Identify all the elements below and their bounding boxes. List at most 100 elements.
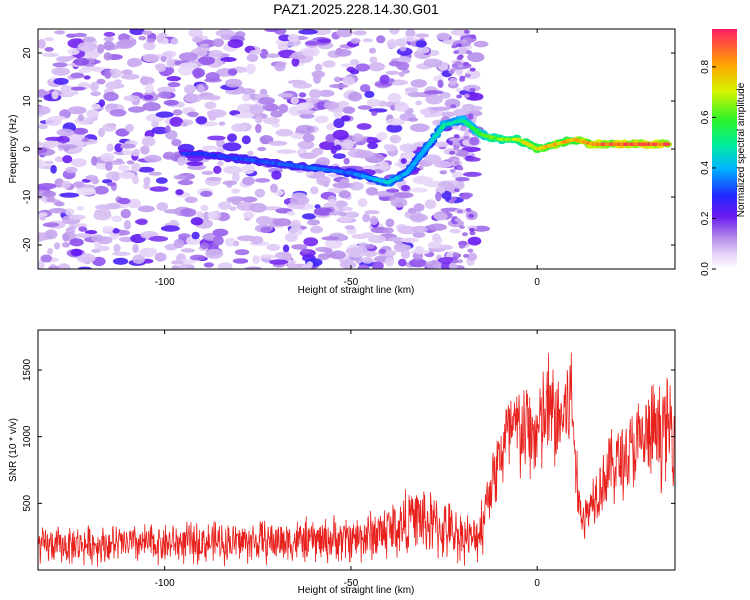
spectrogram-noise-blob — [278, 103, 289, 114]
spectrogram-x-tick-label: -50 — [344, 277, 359, 288]
spectrogram-noise-blob — [246, 53, 259, 62]
spectrogram-noise-blob — [428, 49, 440, 57]
spectrogram-noise-blob — [84, 230, 98, 235]
colorbar-tick-label: 0.4 — [700, 161, 711, 175]
spectrogram-noise-blob — [157, 91, 172, 99]
spectrogram-noise-blob — [357, 105, 373, 110]
spectrogram-noise-blob — [125, 124, 134, 132]
spectrogram-noise-blob — [328, 199, 337, 206]
spectrogram-noise-blob — [180, 121, 189, 127]
spectrogram-y-tick-label: 10 — [22, 95, 33, 107]
spectrogram-noise-blob — [439, 170, 448, 175]
spectrogram-noise-blob — [410, 123, 430, 132]
spectrogram-noise-blob — [102, 225, 114, 232]
spectrogram-noise-blob — [277, 43, 289, 51]
spectrogram-noise-blob — [415, 100, 423, 106]
spectrogram-noise-blob — [38, 39, 46, 49]
spectrogram-noise-blob — [76, 253, 96, 264]
spectrogram-noise-blob — [336, 29, 353, 38]
spectrogram-noise-blob — [44, 47, 54, 52]
spectrogram-noise-blob — [415, 33, 430, 38]
spectrogram-noise-blob — [167, 82, 181, 88]
spectrogram-noise-blob — [148, 235, 169, 242]
spectrogram-noise-blob — [41, 52, 59, 57]
spectrogram-noise-blob — [252, 255, 260, 264]
spectrogram-noise-blob — [65, 166, 78, 174]
spectrogram-noise-blob — [386, 123, 403, 133]
spectrogram-noise-blob — [365, 187, 378, 196]
spectrogram-noise-blob — [52, 62, 68, 68]
spectrogram-noise-blob — [38, 212, 48, 218]
spectrogram-noise-blob — [195, 116, 208, 125]
spectrogram-noise-blob — [144, 83, 154, 94]
figure-title: PAZ1.2025.228.14.30.G01 — [273, 1, 439, 17]
spectrogram-noise-blob — [275, 128, 294, 137]
spectrogram-noise-blob — [143, 41, 156, 51]
spectrogram-noise-blob — [456, 47, 469, 55]
spectrogram-noise-blob — [384, 144, 398, 152]
spectrogram-noise-blob — [163, 99, 179, 106]
spectrogram-noise-blob — [286, 211, 296, 216]
spectrogram-noise-blob — [463, 253, 470, 258]
spectrogram-noise-blob — [51, 115, 67, 121]
spectrogram-noise-blob — [333, 153, 346, 160]
spectrogram-noise-blob — [413, 203, 425, 212]
spectrogram-noise-blob — [367, 142, 378, 150]
spectrogram-noise-blob — [352, 133, 364, 143]
spectrogram-noise-blob — [178, 62, 199, 69]
snr-y-tick-label: 1000 — [22, 425, 33, 448]
spectrogram-noise-blob — [64, 208, 75, 216]
spectrogram-noise-blob — [458, 244, 465, 249]
spectrogram-noise-blob — [288, 227, 303, 236]
spectrogram-noise-blob — [277, 93, 294, 98]
spectrogram-noise-blob — [255, 215, 271, 226]
spectrogram-noise-blob — [143, 176, 151, 186]
spectrogram-noise-blob — [128, 106, 146, 113]
spectrogram-noise-blob — [54, 242, 61, 250]
spectrogram-noise-blob — [362, 38, 374, 43]
spectrogram-noise-blob — [75, 233, 92, 239]
colorbar-tick-label: 0.6 — [700, 110, 711, 124]
spectrogram-noise-blob — [68, 90, 79, 96]
colorbar-gradient — [712, 29, 737, 269]
spectrogram-noise-blob — [220, 34, 231, 40]
colorbar-tick-label: 0.0 — [700, 262, 711, 276]
spectrogram-noise-blob — [319, 141, 337, 151]
spectrogram-noise-blob — [453, 134, 460, 139]
snr-x-tick-label: 0 — [534, 578, 540, 589]
spectrogram-noise-blob — [127, 198, 142, 209]
spectrogram-noise-blob — [62, 155, 73, 164]
spectrogram-noise-blob — [178, 263, 195, 269]
spectrogram-noise-blob — [114, 79, 122, 85]
spectrogram-noise-blob — [453, 50, 460, 55]
spectrogram-noise-blob — [369, 216, 379, 226]
spectrogram-noise-blob — [258, 97, 276, 105]
spectrogram-noise-blob — [91, 248, 102, 253]
spectrogram-noise-blob — [271, 170, 282, 180]
spectrogram-noise-blob — [411, 225, 428, 234]
spectrogram-noise-blob — [416, 46, 430, 54]
spectrogram-noise-blob — [405, 29, 416, 38]
spectrogram-noise-blob — [467, 248, 474, 253]
spectrogram-noise-blob — [338, 216, 353, 223]
spectrogram-noise-blob — [202, 95, 221, 100]
spectrogram-noise-blob — [141, 137, 156, 147]
spectrogram-noise-blob — [217, 161, 224, 166]
spectrogram-noise-blob — [289, 196, 310, 205]
spectrogram-noise-blob — [67, 106, 87, 115]
spectrogram-noise-blob — [449, 168, 456, 173]
spectrogram-noise-blob — [371, 261, 384, 269]
spectrogram-noise-blob — [398, 258, 407, 267]
spectrogram-noise-blob — [91, 103, 101, 110]
spectrogram-noise-blob — [435, 191, 442, 202]
spectrogram-noise-blob — [47, 248, 54, 255]
spectrogram-noise-blob — [263, 117, 280, 125]
spectrogram-noise-blob — [173, 238, 185, 249]
snr-y-ticks: 500 1000 1500 — [22, 358, 675, 512]
spectrogram-noise-blob — [156, 202, 169, 211]
spectrogram-x-tick-label: -100 — [155, 277, 175, 288]
spectrogram-noise-blob — [42, 140, 60, 148]
spectrogram-noise-blob — [204, 101, 217, 110]
spectrogram-y-ticks: -20 -10 0 10 20 — [22, 47, 675, 252]
spectrogram-noise-blob — [127, 59, 139, 68]
